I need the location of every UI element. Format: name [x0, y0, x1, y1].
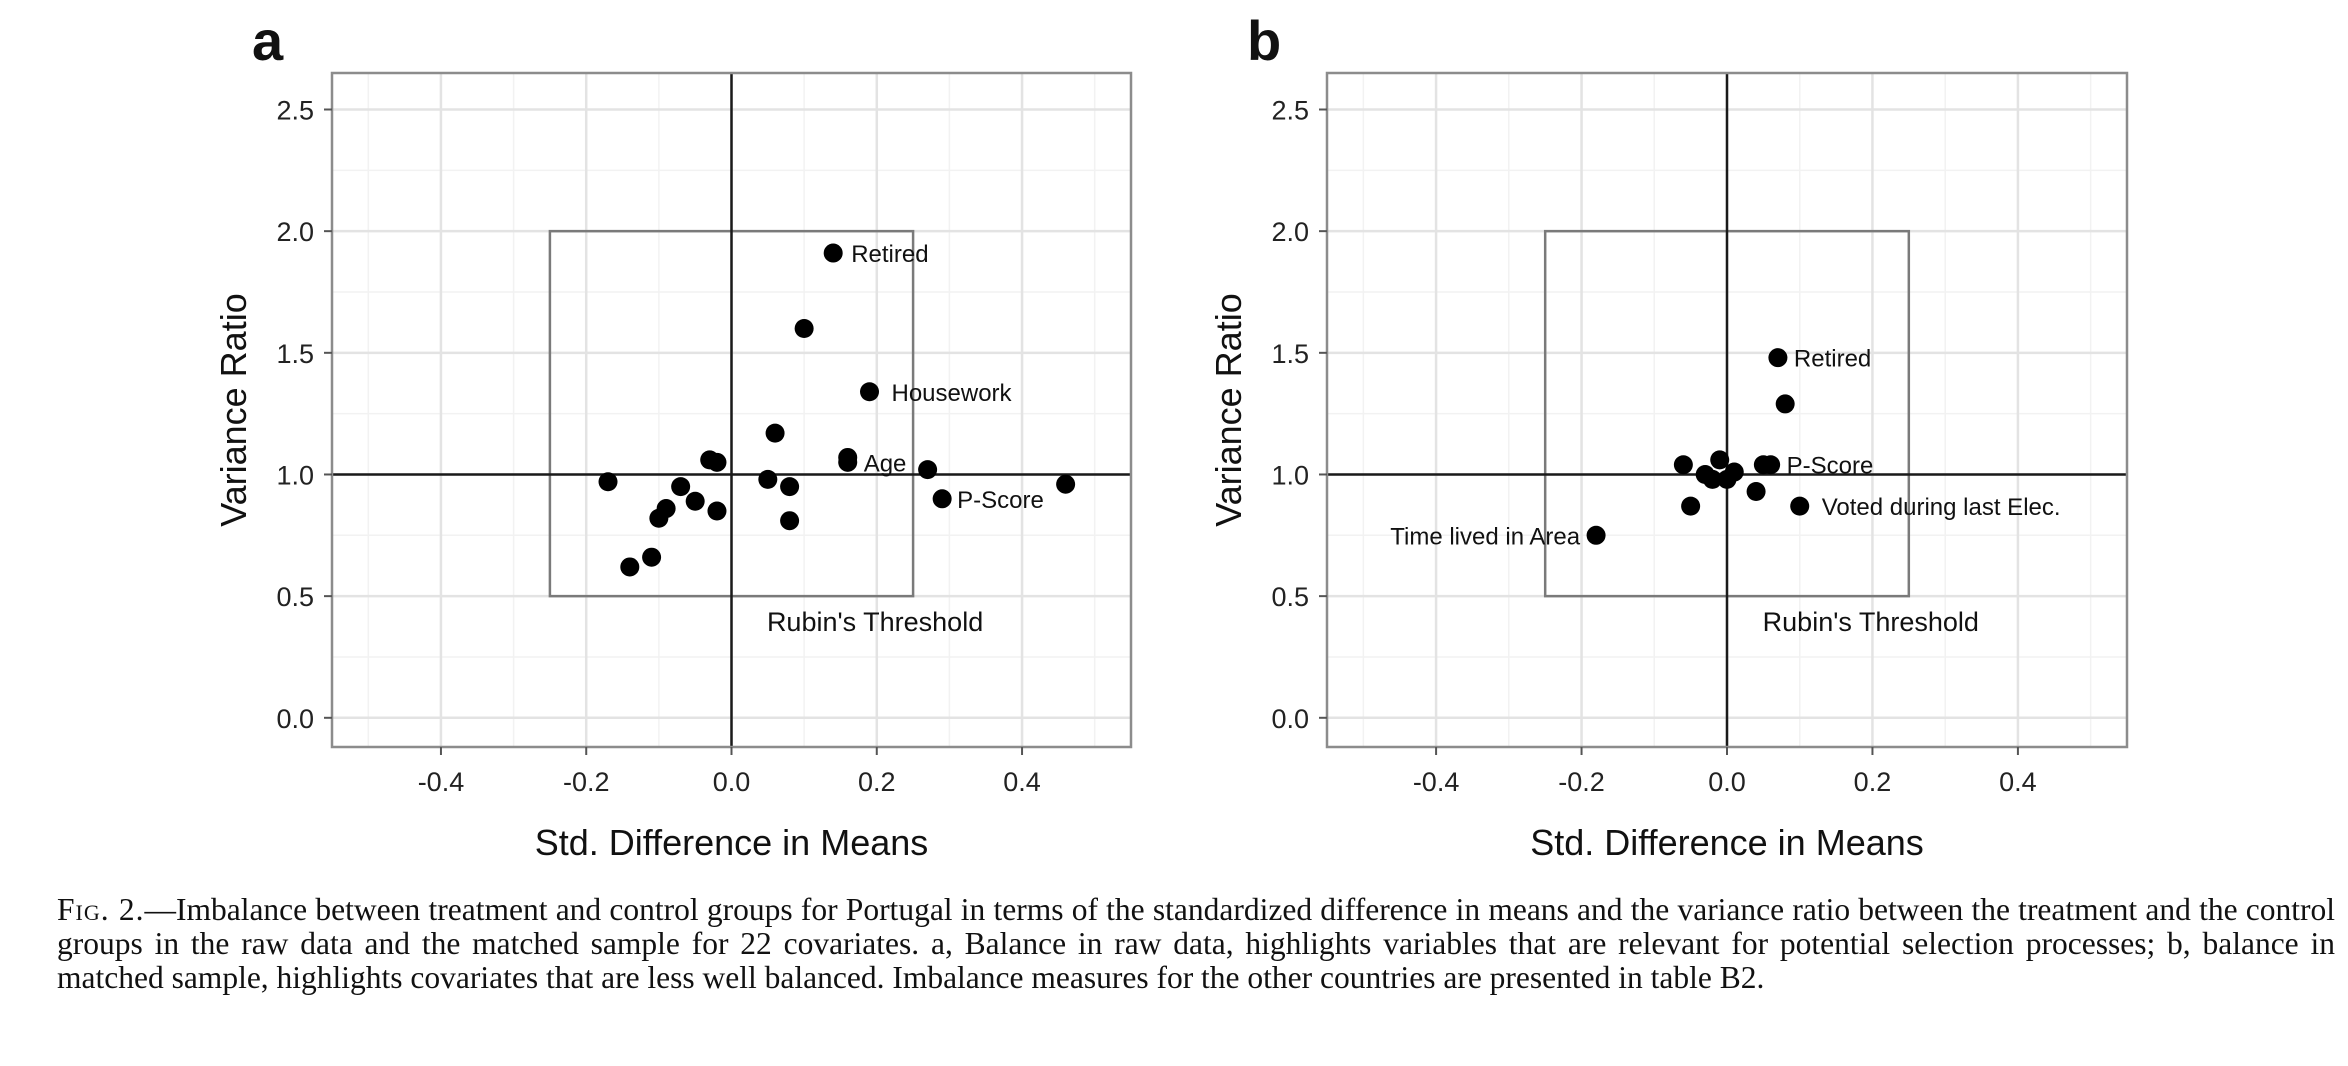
threshold-label: Rubin's Threshold	[767, 607, 983, 637]
point-label: Housework	[892, 380, 1013, 407]
x-tick-label: -0.4	[418, 767, 465, 797]
data-point	[758, 469, 778, 489]
caption-figure-label: Fig. 2.	[57, 892, 145, 927]
y-tick-label: 2.5	[1271, 95, 1309, 125]
data-point	[918, 460, 938, 480]
x-tick-label: 0.2	[1854, 767, 1892, 797]
data-point	[1753, 455, 1773, 475]
data-point	[685, 491, 705, 511]
chart-panel-b: Rubin's Threshold -0.4 -0.2 0.0 0.2 0.4 0.0 0.5…	[1208, 9, 2129, 863]
data-point	[707, 452, 727, 472]
data-point	[649, 508, 669, 528]
point-label: P-Score	[957, 487, 1044, 514]
data-point	[780, 477, 800, 497]
data-point	[1710, 450, 1730, 470]
data-point	[1768, 348, 1788, 368]
threshold-label: Rubin's Threshold	[1763, 607, 1979, 637]
data-point	[1746, 482, 1766, 502]
y-tick-label: 2.5	[276, 95, 314, 125]
data-point	[932, 489, 952, 509]
panel-letter: b	[1247, 9, 1281, 72]
caption-text: —Imbalance between treatment and control…	[57, 892, 2336, 995]
data-point	[765, 423, 785, 443]
x-tick-label: -0.2	[563, 767, 610, 797]
figure-caption: Fig. 2.—Imbalance between treatment and …	[57, 893, 2335, 995]
data-point	[860, 382, 880, 402]
data-point	[671, 477, 691, 497]
data-point	[1775, 394, 1795, 414]
y-tick-label: 1.0	[1271, 460, 1309, 490]
y-tick-label: 2.0	[276, 217, 314, 247]
data-point	[1586, 525, 1606, 545]
data-point	[598, 472, 618, 492]
point-label: Voted during last Elec.	[1822, 494, 2061, 521]
x-tick-label: 0.0	[713, 767, 751, 797]
y-axis-title: Variance Ratio	[1208, 293, 1249, 526]
x-tick-label: 0.4	[1999, 767, 2037, 797]
y-tick-label: 2.0	[1271, 217, 1309, 247]
x-tick-label: 0.4	[1003, 767, 1041, 797]
data-point	[1673, 455, 1693, 475]
data-point	[707, 501, 727, 521]
y-tick-label: 1.5	[276, 339, 314, 369]
point-label: Retired	[1794, 346, 1871, 373]
y-tick-label: 1.0	[276, 460, 314, 490]
data-point	[620, 557, 640, 577]
y-tick-label: 1.5	[1271, 339, 1309, 369]
figure: Rubin's Threshold -0.4 -0.2 0.0 0.2 0.4 0.0 0.5…	[213, 9, 2129, 863]
chart-panel-a: Rubin's Threshold -0.4 -0.2 0.0 0.2 0.4 0.0 0.5…	[213, 9, 1133, 863]
point-label: Retired	[851, 241, 928, 268]
x-axis-title: Std. Difference in Means	[1530, 822, 1924, 863]
data-point	[823, 243, 843, 263]
data-point	[1790, 496, 1810, 516]
data-point	[838, 452, 858, 472]
point-label: P-Score	[1787, 453, 1874, 480]
data-point	[1724, 462, 1744, 482]
y-tick-label: 0.0	[1271, 704, 1309, 734]
panel-letter: a	[252, 9, 284, 72]
y-tick-label: 0.5	[1271, 582, 1309, 612]
data-point	[642, 547, 662, 567]
y-tick-label: 0.0	[276, 704, 314, 734]
x-tick-label: -0.2	[1558, 767, 1605, 797]
x-axis-title: Std. Difference in Means	[535, 822, 929, 863]
y-tick-label: 0.5	[276, 582, 314, 612]
point-label: Time lived in Area	[1390, 523, 1581, 550]
data-point	[1056, 474, 1076, 494]
x-tick-label: 0.0	[1708, 767, 1746, 797]
data-point	[780, 511, 800, 531]
point-label: Age	[864, 450, 907, 477]
data-point	[1681, 496, 1701, 516]
data-point	[794, 318, 814, 338]
y-axis-title: Variance Ratio	[213, 293, 254, 526]
x-tick-label: 0.2	[858, 767, 896, 797]
x-tick-label: -0.4	[1413, 767, 1460, 797]
data-point	[1702, 469, 1722, 489]
